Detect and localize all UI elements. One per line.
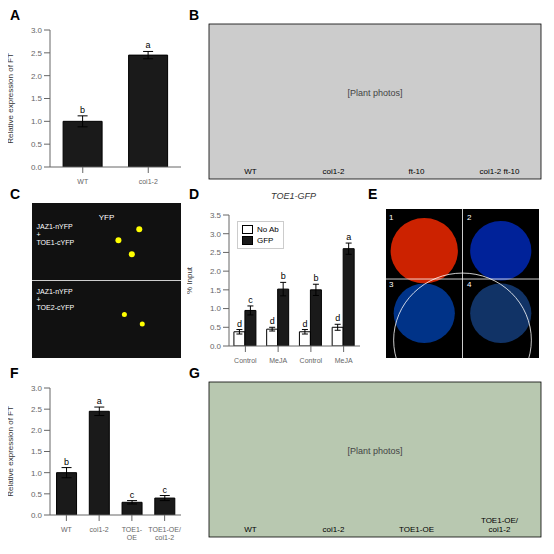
svg-text:2: 2: [467, 213, 472, 222]
svg-text:1.0: 1.0: [31, 469, 43, 478]
svg-text:0.5: 0.5: [210, 323, 222, 332]
svg-text:JAZ1-nYFP+TOE1-cYFP: JAZ1-nYFP+TOE1-cYFP: [36, 223, 74, 246]
svg-text:b: b: [313, 273, 318, 283]
svg-text:coi1-2: coi1-2: [139, 178, 158, 185]
svg-text:WT: WT: [61, 526, 73, 533]
svg-text:c: c: [248, 295, 253, 305]
svg-text:0.5: 0.5: [31, 490, 43, 499]
svg-text:d: d: [335, 313, 340, 323]
svg-text:2.0: 2.0: [210, 267, 222, 276]
html-text:No Ab: No Ab: [257, 225, 279, 234]
svg-text:1: 1: [389, 213, 394, 222]
svg-text:JAZ1-nYFP+TOE2-cYFP: JAZ1-nYFP+TOE2-cYFP: [36, 288, 74, 311]
svg-text:TOE1-OE: TOE1-OE: [122, 526, 143, 541]
svg-text:a: a: [97, 396, 102, 406]
svg-text:WT: WT: [77, 178, 89, 185]
svg-text:2.0: 2.0: [31, 72, 43, 81]
svg-text:d: d: [302, 319, 307, 329]
svg-text:3.0: 3.0: [31, 384, 43, 393]
svg-text:2.5: 2.5: [31, 49, 43, 58]
svg-text:Control: Control: [234, 357, 257, 364]
html-text:B: B: [189, 7, 200, 23]
html-text:C: C: [10, 186, 21, 202]
svg-text:1.0: 1.0: [210, 304, 222, 313]
html-text:F: F: [10, 365, 19, 381]
svg-text:3.0: 3.0: [210, 230, 222, 239]
svg-text:a: a: [146, 40, 151, 50]
svg-text:2.5: 2.5: [31, 405, 43, 414]
svg-text:coi1-2: coi1-2: [323, 525, 345, 534]
svg-text:coi1-2 ft-10: coi1-2 ft-10: [479, 167, 520, 176]
svg-text:d: d: [237, 319, 242, 329]
svg-text:[Plant photos]: [Plant photos]: [347, 446, 402, 456]
html-text:G: G: [189, 365, 200, 381]
svg-text:WT: WT: [244, 167, 257, 176]
svg-text:0.0: 0.0: [31, 163, 43, 172]
svg-text:1.5: 1.5: [31, 94, 43, 103]
svg-text:0.0: 0.0: [210, 342, 222, 351]
svg-text:[Plant photos]: [Plant photos]: [347, 88, 402, 98]
svg-text:b: b: [80, 105, 85, 115]
svg-text:1.5: 1.5: [210, 286, 222, 295]
svg-text:1.0: 1.0: [31, 117, 43, 126]
svg-text:c: c: [130, 490, 135, 500]
svg-text:2.5: 2.5: [210, 248, 222, 257]
svg-text:c: c: [163, 485, 168, 495]
html-text:GFP: GFP: [257, 236, 274, 245]
svg-text:3.0: 3.0: [31, 26, 43, 35]
svg-text:TOE1-OE/coi1-2: TOE1-OE/coi1-2: [481, 516, 519, 534]
svg-text:YFP: YFP: [99, 213, 115, 222]
html-text:D: D: [189, 186, 200, 202]
svg-text:a: a: [346, 232, 351, 242]
svg-text:b: b: [64, 457, 69, 467]
svg-text:3.5: 3.5: [210, 211, 222, 220]
svg-text:TOE1-OE/coi1-2: TOE1-OE/coi1-2: [148, 526, 181, 541]
svg-text:Relative expression of FT: Relative expression of FT: [8, 53, 15, 144]
svg-text:3: 3: [389, 280, 394, 289]
svg-text:Control: Control: [300, 357, 323, 364]
svg-text:Relative expression of FT: Relative expression of FT: [8, 406, 15, 497]
svg-text:coi1-2: coi1-2: [90, 526, 109, 533]
svg-text:d: d: [270, 316, 275, 326]
html-text:TOE1-GFP: TOE1-GFP: [271, 191, 316, 201]
svg-text:% Input: % Input: [187, 266, 194, 294]
svg-text:coi1-2: coi1-2: [323, 167, 345, 176]
svg-text:MeJA: MeJA: [269, 357, 287, 364]
svg-text:4: 4: [467, 280, 472, 289]
svg-text:2.0: 2.0: [31, 426, 43, 435]
svg-text:ft-10: ft-10: [408, 167, 425, 176]
html-text:E: E: [368, 186, 378, 202]
svg-text:TOE1-OE: TOE1-OE: [399, 525, 434, 534]
svg-text:0.5: 0.5: [31, 140, 43, 149]
svg-text:0.0: 0.0: [31, 511, 43, 520]
svg-text:WT: WT: [244, 525, 257, 534]
html-text:A: A: [10, 7, 21, 23]
svg-text:1.5: 1.5: [31, 447, 43, 456]
svg-text:MeJA: MeJA: [335, 357, 353, 364]
svg-text:b: b: [281, 271, 286, 281]
